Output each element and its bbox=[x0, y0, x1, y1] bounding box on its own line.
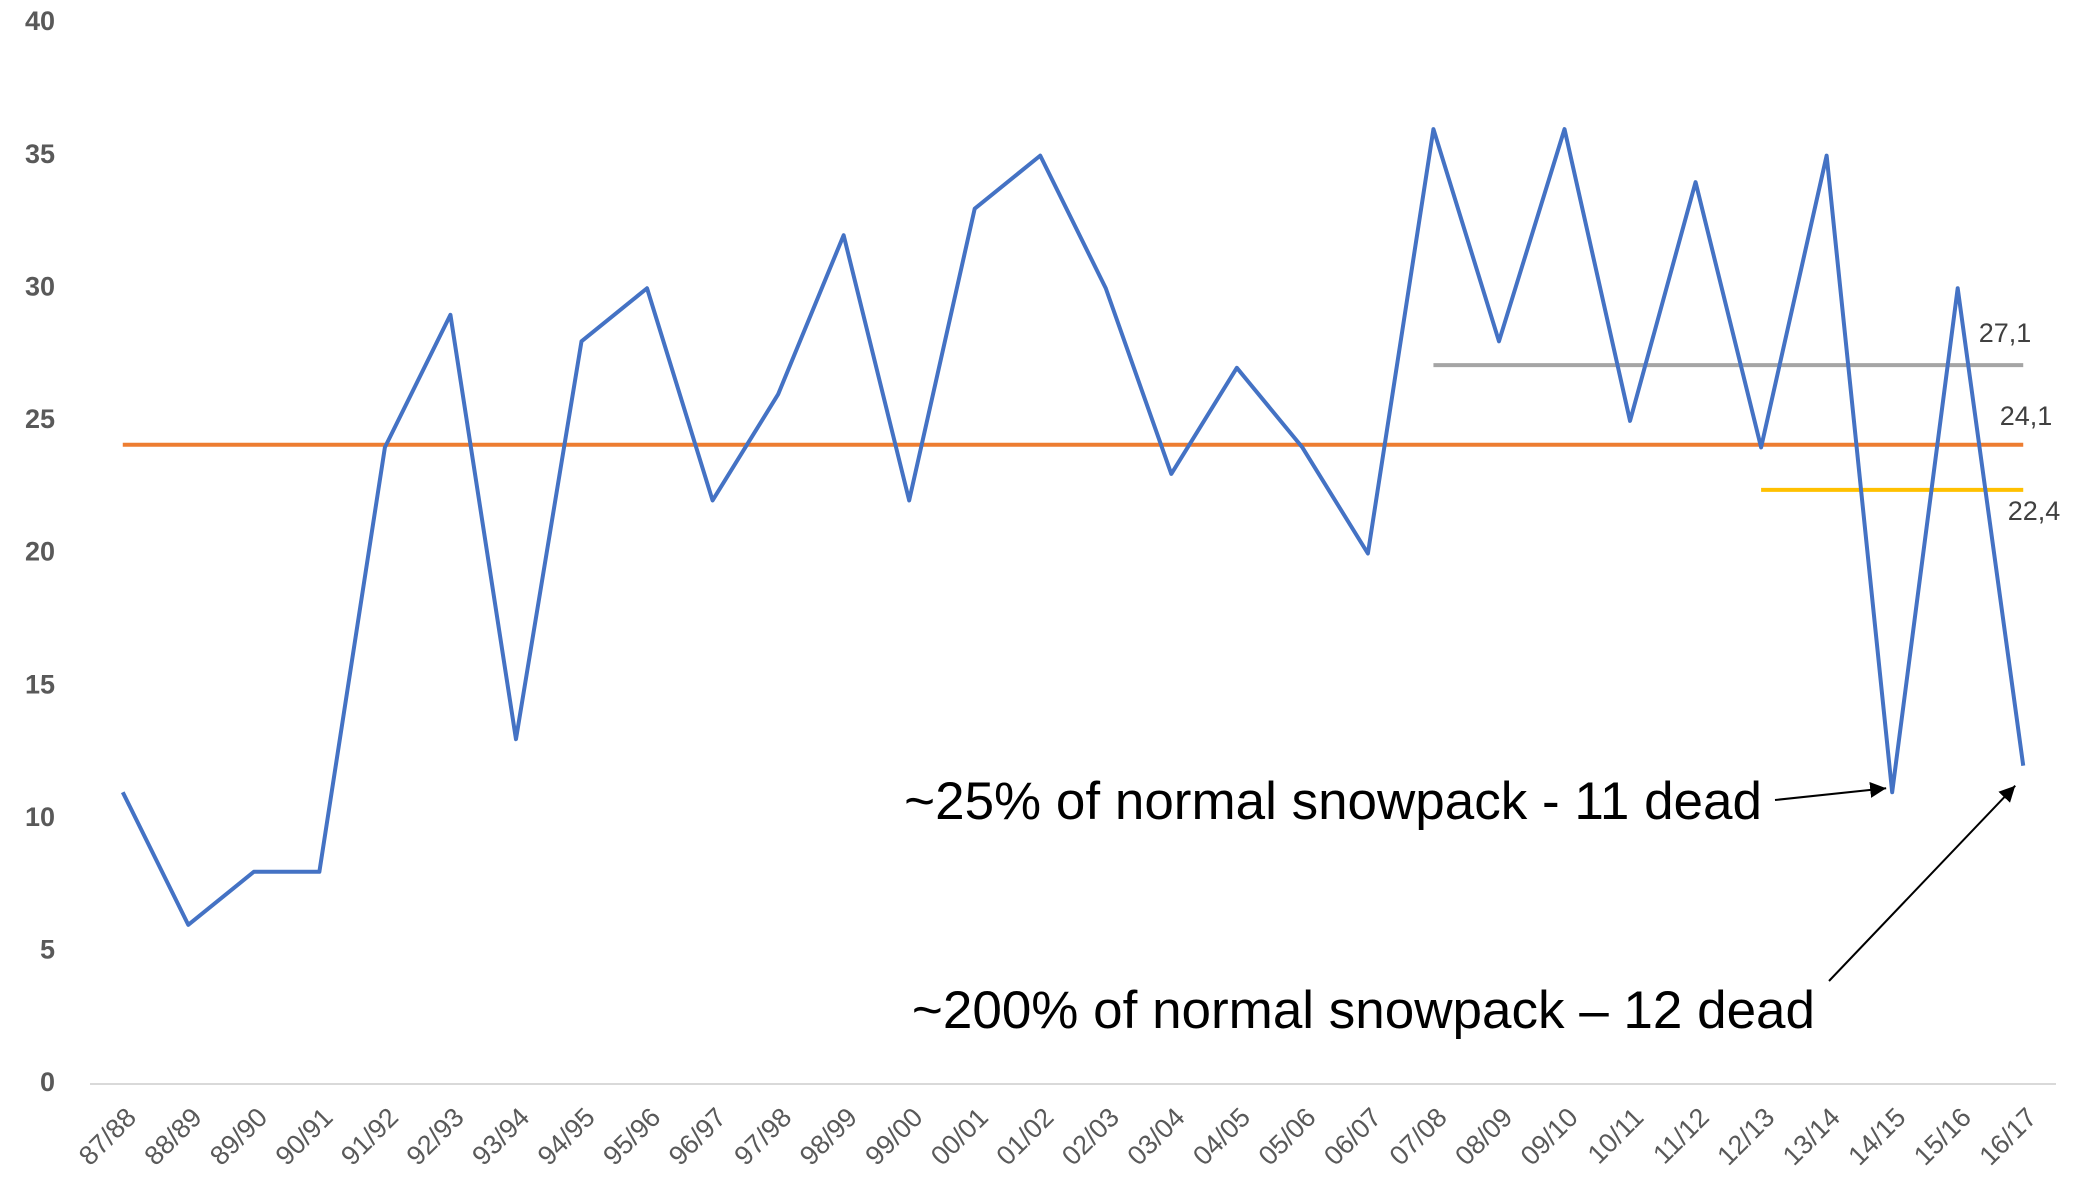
reference-label: 27,1 bbox=[1979, 318, 2032, 348]
x-tick-label: 15/16 bbox=[1908, 1102, 1977, 1171]
x-tick-label: 10/11 bbox=[1582, 1102, 1650, 1170]
y-tick-label: 30 bbox=[25, 271, 55, 301]
reference-label: 24,1 bbox=[2000, 401, 2053, 431]
x-tick-label: 89/90 bbox=[204, 1102, 273, 1171]
x-tick-label: 88/89 bbox=[139, 1102, 208, 1171]
y-tick-label: 40 bbox=[25, 6, 55, 36]
x-tick-label: 07/08 bbox=[1384, 1102, 1453, 1171]
x-tick-label: 01/02 bbox=[991, 1102, 1060, 1171]
x-tick-label: 06/07 bbox=[1318, 1102, 1387, 1171]
x-tick-label: 94/95 bbox=[532, 1102, 601, 1171]
y-tick-label: 35 bbox=[25, 139, 55, 169]
y-tick-label: 15 bbox=[25, 669, 55, 699]
x-tick-label: 05/06 bbox=[1253, 1102, 1322, 1171]
x-tick-label: 97/98 bbox=[728, 1102, 797, 1171]
x-tick-label: 13/14 bbox=[1777, 1102, 1846, 1171]
x-tick-label: 09/10 bbox=[1515, 1102, 1584, 1171]
x-tick-label: 93/94 bbox=[466, 1102, 535, 1171]
annotation-arrow bbox=[1774, 781, 1887, 801]
x-tick-label: 96/97 bbox=[663, 1102, 732, 1171]
x-tick-label: 03/04 bbox=[1122, 1102, 1191, 1171]
reference-label: 22,4 bbox=[2008, 496, 2061, 526]
x-tick-label: 16/17 bbox=[1974, 1102, 2043, 1171]
x-tick-label: 91/92 bbox=[335, 1102, 404, 1171]
x-tick-label: 87/88 bbox=[73, 1102, 142, 1171]
x-tick-label: 95/96 bbox=[597, 1102, 666, 1171]
x-tick-label: 99/00 bbox=[859, 1102, 928, 1171]
y-tick-label: 0 bbox=[40, 1067, 55, 1097]
x-tick-label: 02/03 bbox=[1056, 1102, 1125, 1171]
annotation: ~25% of normal snowpack - 11 dead bbox=[904, 772, 1762, 831]
y-tick-label: 20 bbox=[25, 537, 55, 567]
x-tick-label: 00/01 bbox=[925, 1102, 994, 1171]
x-tick-label: 90/91 bbox=[270, 1102, 339, 1171]
annotation-arrow bbox=[1828, 785, 2016, 982]
x-tick-label: 11/12 bbox=[1647, 1102, 1715, 1170]
y-tick-label: 25 bbox=[25, 404, 55, 434]
y-tick-label: 10 bbox=[25, 802, 55, 832]
x-tick-label: 12/13 bbox=[1711, 1102, 1780, 1171]
x-tick-label: 08/09 bbox=[1449, 1102, 1518, 1171]
line-series bbox=[120, 127, 2026, 927]
x-tick-label: 92/93 bbox=[401, 1102, 470, 1171]
x-tick-label: 04/05 bbox=[1187, 1102, 1256, 1171]
x-tick-label: 14/15 bbox=[1842, 1102, 1911, 1171]
x-tick-label: 98/99 bbox=[794, 1102, 863, 1171]
annotation: ~200% of normal snowpack – 12 dead bbox=[912, 981, 1815, 1040]
y-tick-label: 5 bbox=[40, 935, 55, 965]
